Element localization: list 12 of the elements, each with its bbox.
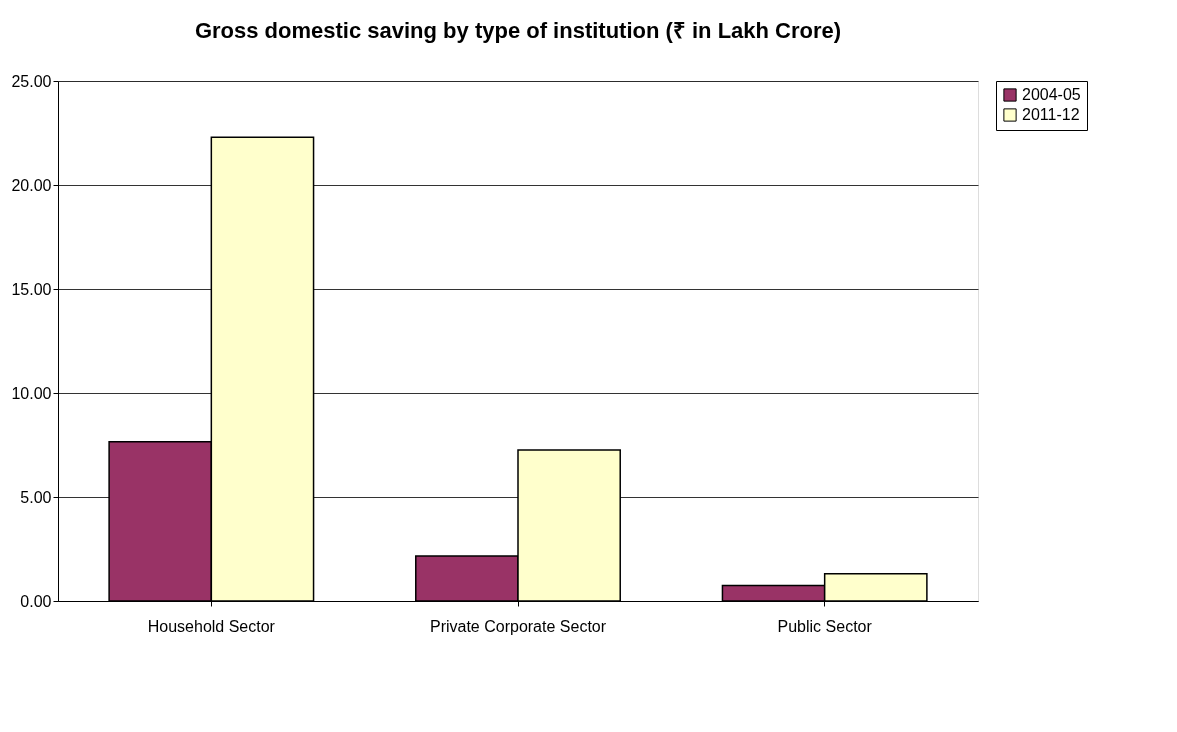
y-tick-label: 15.00: [11, 280, 52, 298]
x-tick-label: Household Sector: [147, 617, 276, 635]
y-tick-label: 20.00: [11, 176, 52, 194]
y-tick-label: 25.00: [11, 72, 52, 90]
legend-label: 2004-05: [1022, 86, 1081, 103]
y-tick-label: 10.00: [11, 384, 52, 402]
chart-title: Gross domestic saving by type of institution (₹ in Lakh Crore): [194, 18, 842, 43]
x-tick-label: Public Sector: [777, 617, 873, 635]
legend-label: 2011-12: [1022, 106, 1080, 123]
x-tick-label: Private Corporate Sector: [429, 617, 607, 635]
y-tick-label: 5.00: [20, 488, 52, 506]
y-tick-label: 0.00: [20, 592, 52, 610]
